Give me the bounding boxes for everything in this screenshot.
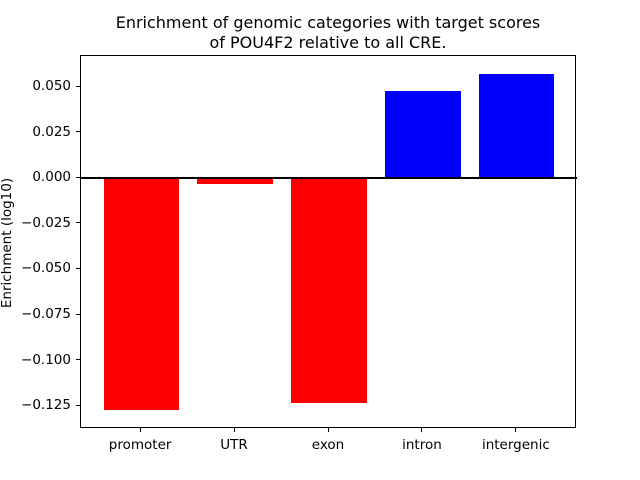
y-tick-mark bbox=[76, 222, 80, 224]
y-tick-label: 0.050 bbox=[32, 78, 71, 94]
x-tick-mark bbox=[139, 428, 141, 432]
y-tick-label: −0.125 bbox=[21, 397, 71, 414]
plot-area bbox=[80, 55, 577, 428]
x-tick-label-exon: exon bbox=[311, 437, 345, 453]
y-tick-label: 0.000 bbox=[32, 169, 71, 186]
x-tick-mark bbox=[327, 428, 329, 432]
y-tick-mark bbox=[76, 176, 80, 178]
y-tick-label: −0.075 bbox=[21, 306, 71, 322]
x-tick-label-promoter: promoter bbox=[108, 437, 172, 453]
bar-UTR bbox=[197, 178, 273, 184]
bar-intergenic bbox=[479, 74, 555, 179]
y-tick-mark bbox=[76, 313, 80, 315]
x-tick-mark bbox=[421, 428, 423, 432]
y-tick-label: −0.100 bbox=[21, 351, 71, 368]
y-tick-label: −0.025 bbox=[21, 214, 71, 231]
chart-title: Enrichment of genomic categories with ta… bbox=[115, 13, 541, 52]
x-tick-mark bbox=[515, 428, 517, 432]
x-tick-label-intron: intron bbox=[402, 437, 442, 453]
y-tick-mark bbox=[76, 85, 80, 87]
y-tick-mark bbox=[76, 131, 80, 133]
y-axis-label: Enrichment (log10) bbox=[0, 177, 15, 309]
y-tick-label: 0.025 bbox=[32, 123, 71, 140]
bar-intron bbox=[385, 90, 461, 179]
x-tick-label-intergenic: intergenic bbox=[481, 437, 550, 453]
zero-line bbox=[81, 177, 577, 180]
y-tick-label: −0.050 bbox=[21, 260, 71, 277]
x-tick-mark bbox=[233, 428, 235, 432]
x-tick-label-UTR: UTR bbox=[220, 437, 248, 453]
bar-promoter bbox=[103, 178, 179, 410]
bar-exon bbox=[291, 178, 367, 403]
y-tick-mark bbox=[76, 267, 80, 269]
y-tick-mark bbox=[76, 404, 80, 406]
y-tick-mark bbox=[76, 359, 80, 361]
